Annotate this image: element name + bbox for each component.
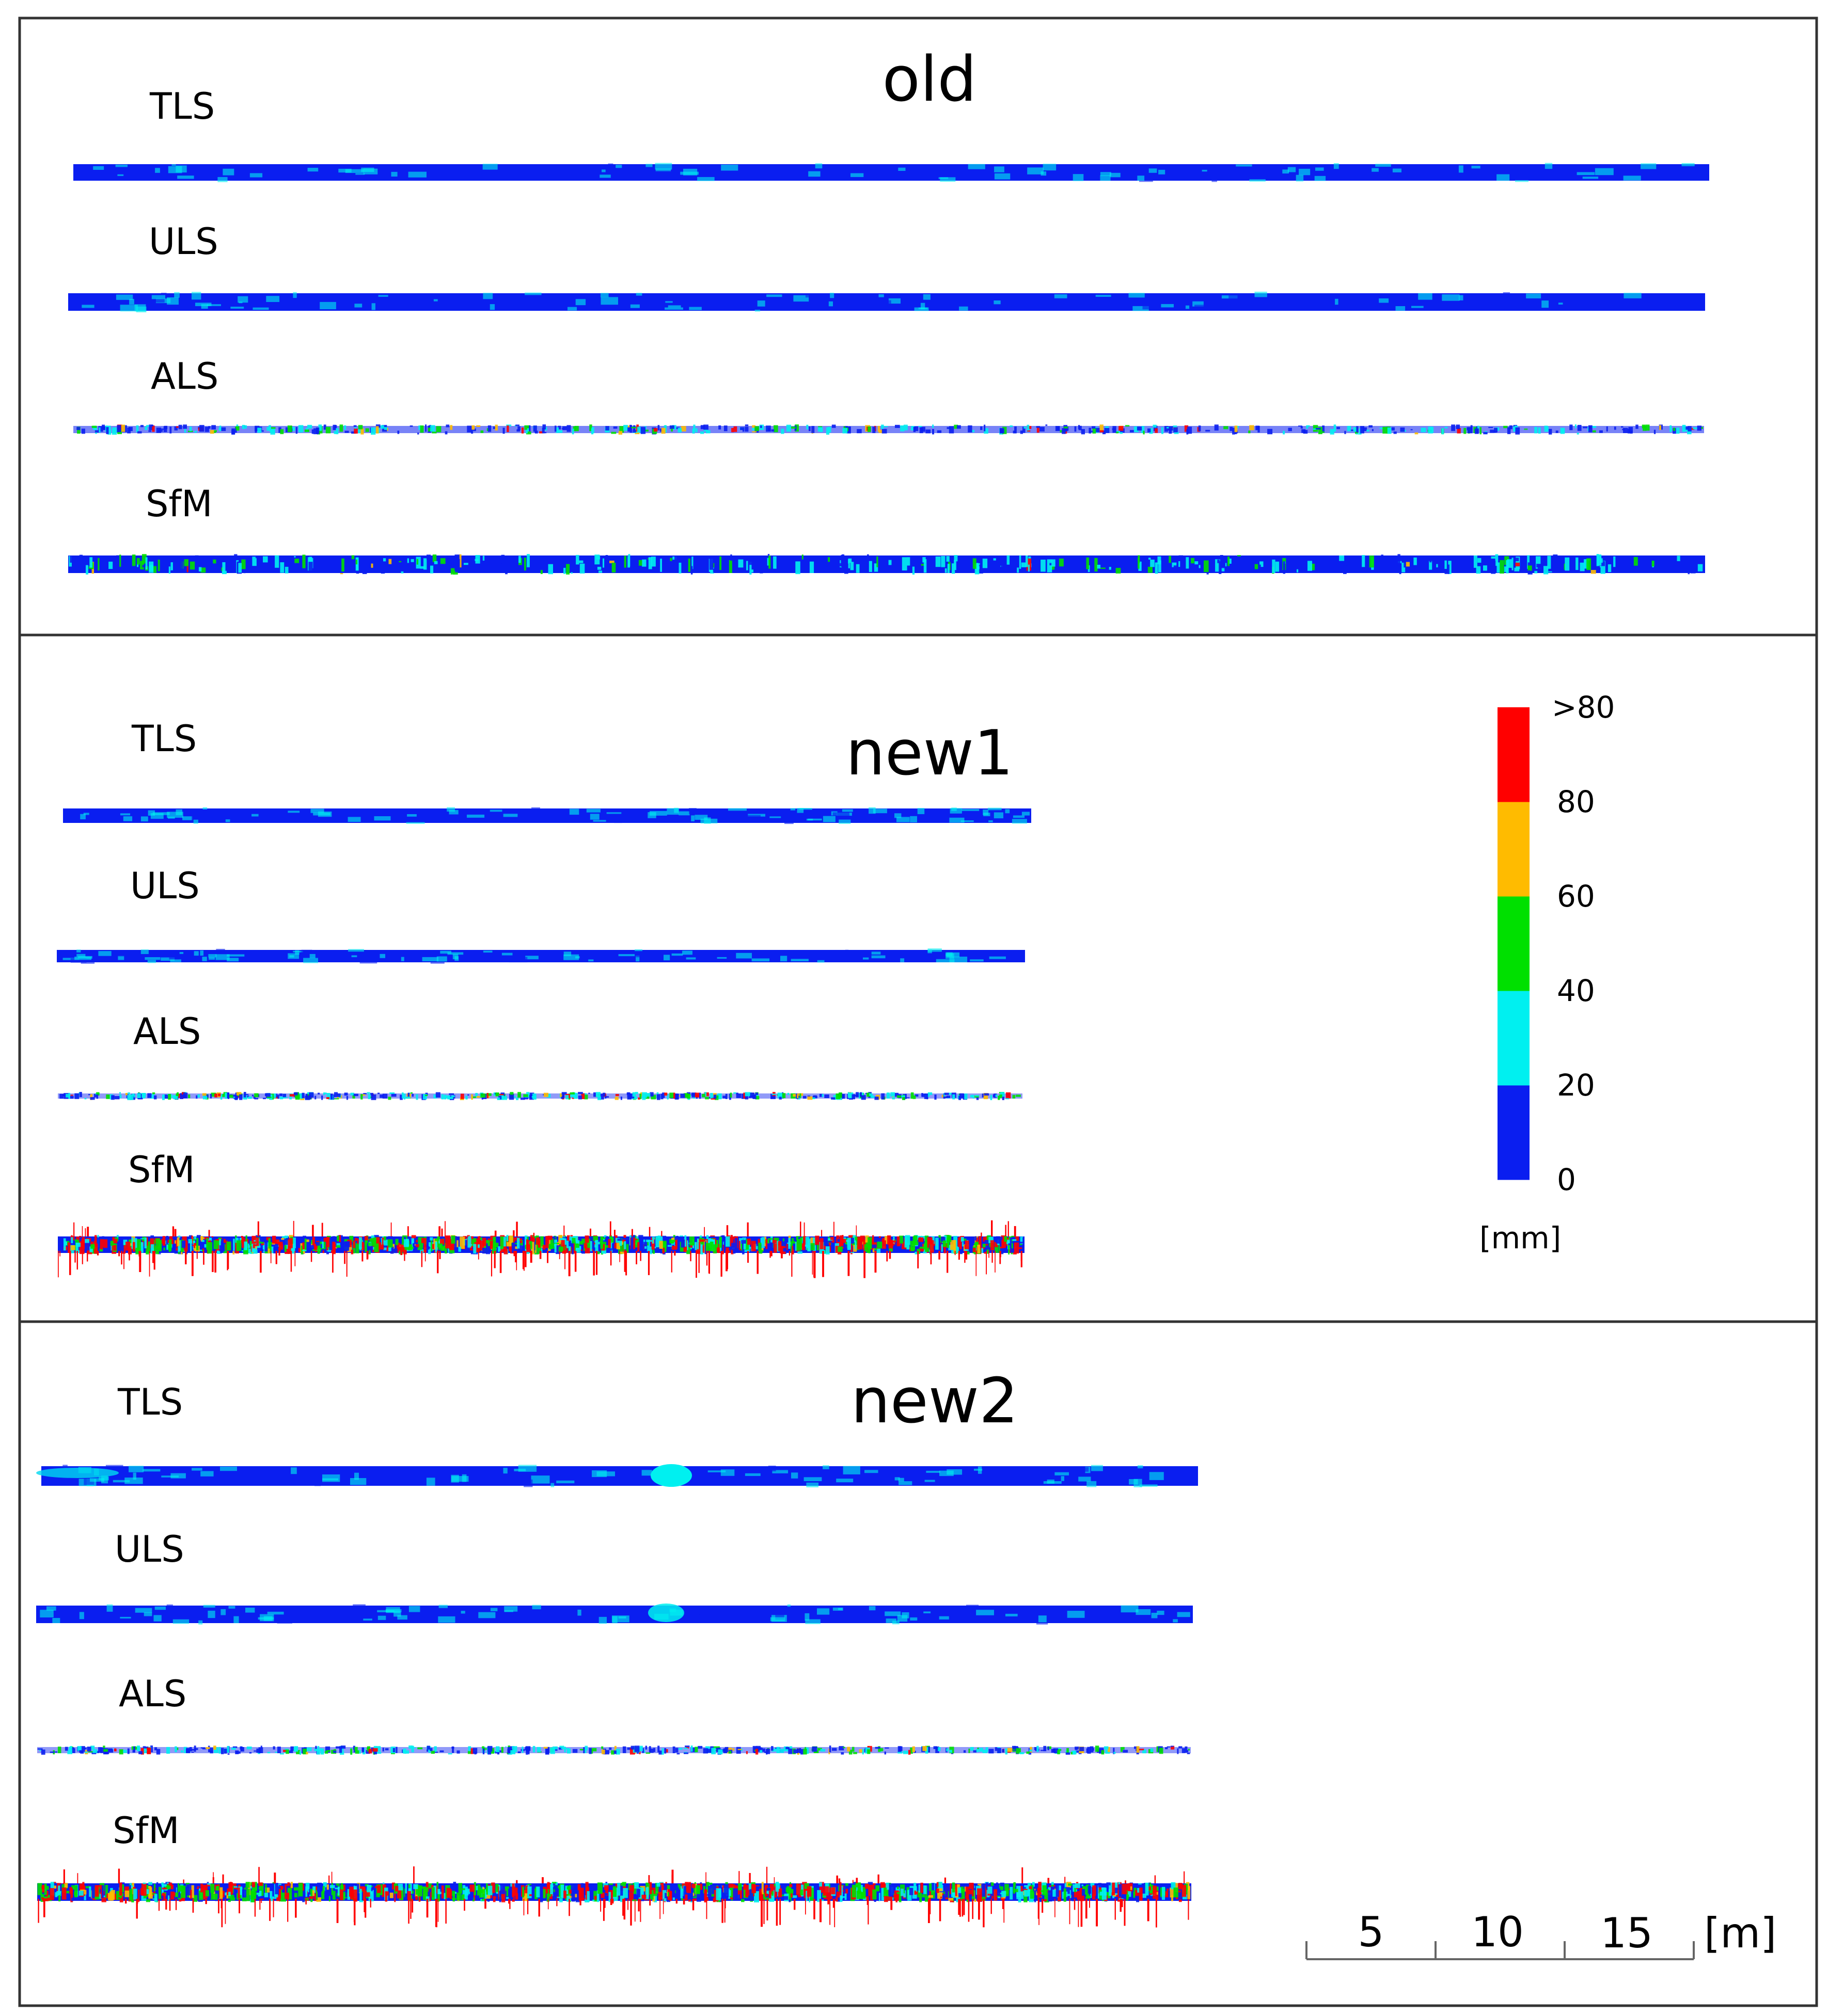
strip-new1-als — [58, 1093, 1022, 1099]
colorbar-tick-label-4: 80 — [1557, 784, 1595, 819]
colorbar-bin-0 — [1498, 1085, 1530, 1180]
strip-noise-new1-als — [59, 1092, 1021, 1100]
cyan-patch-new2-tls-left — [36, 1468, 119, 1478]
scale-bar-label-15: 15 — [1600, 1909, 1653, 1957]
row-label-old-uls: ULS — [149, 220, 218, 263]
colorbar-bin-1 — [1498, 991, 1530, 1086]
strip-old-tls — [73, 164, 1709, 181]
strip-noise-old-als — [76, 424, 1703, 435]
scale-bar-unit: [m] — [1704, 1909, 1776, 1957]
colorbar-tick-label-1: 20 — [1557, 1068, 1595, 1103]
cyan-patch-new2-tls — [651, 1464, 692, 1487]
row-label-old-als: ALS — [151, 355, 218, 398]
colorbar-tick-label-0: 0 — [1557, 1162, 1576, 1197]
row-label-new2-sfm: SfM — [113, 1809, 179, 1852]
row-label-new2-tls: TLS — [117, 1381, 183, 1423]
strip-noise-old-uls — [82, 292, 1642, 312]
colorbar: 0 20 40 60 80 >80 — [1498, 690, 1615, 1197]
row-label-new1-als: ALS — [133, 1010, 201, 1053]
panel-frame-new2 — [18, 1320, 1818, 2007]
row-label-new1-uls: ULS — [130, 865, 200, 907]
row-label-old-tls: TLS — [149, 85, 215, 128]
scale-bar-label-5: 5 — [1358, 1908, 1384, 1956]
panel-title-new1: new1 — [846, 718, 1013, 789]
panel-title-old: old — [883, 44, 977, 116]
row-label-new2-uls: ULS — [115, 1528, 184, 1570]
strip-noise-old-tls — [93, 163, 1699, 182]
row-label-old-sfm: SfM — [146, 483, 212, 525]
colorbar-tick-label-2: 40 — [1557, 973, 1595, 1008]
row-label-new1-tls: TLS — [131, 718, 197, 760]
strip-noise-new1-sfm — [58, 1220, 1025, 1278]
strip-noise-new2-als — [37, 1745, 1190, 1755]
colorbar-unit: [mm] — [1479, 1220, 1561, 1256]
strip-noise-old-sfm — [69, 554, 1704, 575]
colorbar-bin-2 — [1498, 896, 1530, 991]
colorbar-tick-label-5: >80 — [1552, 690, 1615, 725]
scale-bar — [1305, 1941, 1695, 1960]
colorbar-tick-label-3: 60 — [1557, 879, 1595, 914]
strips — [36, 163, 1709, 1928]
strip-old-sfm — [68, 555, 1705, 573]
row-label-new2-als: ALS — [119, 1673, 186, 1715]
panel-title-new2: new2 — [851, 1366, 1018, 1437]
strip-noise-new2-sfm — [37, 1866, 1191, 1928]
panel-frames — [18, 17, 1818, 2007]
row-label-new1-sfm: SfM — [128, 1149, 195, 1191]
colorbar-bin-3 — [1498, 802, 1530, 897]
scale-bar-label-10: 10 — [1471, 1908, 1524, 1956]
cyan-patch-new2-uls — [648, 1604, 684, 1622]
strip-new2-tls — [41, 1466, 1198, 1486]
strip-noise-new1-uls — [62, 948, 1006, 964]
colorbar-bin-4 — [1498, 707, 1530, 802]
strip-noise-new1-tls — [80, 807, 1030, 824]
